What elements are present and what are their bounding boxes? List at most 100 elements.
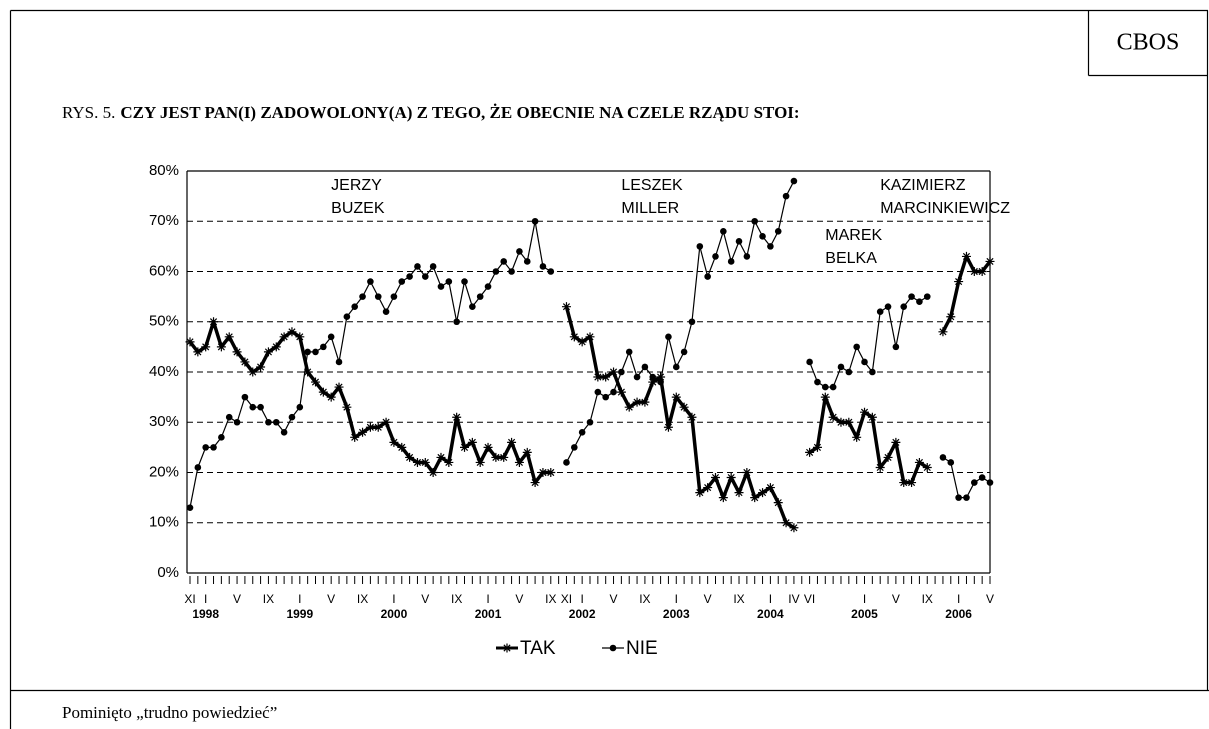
year-label: 2000 xyxy=(381,607,408,621)
marker xyxy=(774,228,782,235)
frame xyxy=(9,9,1209,729)
marker xyxy=(922,462,932,472)
marker xyxy=(641,363,649,371)
marker xyxy=(907,478,917,488)
marker xyxy=(836,417,846,427)
marker xyxy=(712,253,719,260)
marker xyxy=(971,479,978,486)
marker xyxy=(445,278,453,285)
marker xyxy=(593,372,603,382)
marker xyxy=(821,383,829,391)
marker xyxy=(522,447,532,457)
marker xyxy=(695,488,705,498)
marker xyxy=(280,429,288,436)
x-tick-label: I xyxy=(298,592,301,606)
x-tick-label: IX xyxy=(357,592,368,606)
marker xyxy=(437,283,445,290)
marker xyxy=(209,317,219,327)
y-tick-label: 30% xyxy=(149,413,179,430)
marker xyxy=(718,493,728,503)
marker xyxy=(508,268,515,275)
marker xyxy=(577,337,587,347)
marker xyxy=(853,343,860,351)
marker xyxy=(318,387,328,397)
marker xyxy=(624,402,634,412)
marker xyxy=(218,434,225,441)
marker xyxy=(483,442,493,452)
marker xyxy=(240,357,250,367)
x-tick-label: V xyxy=(986,592,994,606)
marker xyxy=(202,444,209,451)
marker xyxy=(665,333,672,341)
year-label: 2001 xyxy=(475,607,502,621)
marker xyxy=(852,432,862,442)
x-tick-label: I xyxy=(769,592,772,606)
marker xyxy=(390,293,398,300)
marker xyxy=(978,474,986,481)
marker xyxy=(326,392,336,402)
marker xyxy=(750,493,760,503)
marker xyxy=(814,378,821,386)
x-tick-label: VI xyxy=(804,592,815,606)
badge: CBOS xyxy=(1117,30,1180,56)
marker xyxy=(954,277,964,287)
marker xyxy=(381,417,391,427)
series xyxy=(185,251,995,533)
marker xyxy=(476,293,484,300)
marker xyxy=(861,358,868,366)
marker xyxy=(969,267,979,276)
marker xyxy=(916,298,923,305)
marker xyxy=(304,348,311,356)
marker xyxy=(279,332,289,342)
marker xyxy=(288,413,296,421)
marker xyxy=(248,367,258,377)
x-tick-label: V xyxy=(327,592,335,606)
marker xyxy=(961,251,971,261)
series-line xyxy=(941,254,992,333)
x-tick-label: I xyxy=(580,592,583,606)
marker xyxy=(507,437,517,447)
marker xyxy=(469,303,476,310)
marker xyxy=(241,393,249,401)
marker xyxy=(516,248,523,255)
marker xyxy=(342,402,352,412)
marker xyxy=(452,412,462,422)
annotation: MILLER xyxy=(621,200,679,217)
figure-label: RYS. 5. xyxy=(62,103,115,122)
marker xyxy=(610,388,617,396)
marker xyxy=(884,303,892,310)
marker xyxy=(710,473,720,483)
marker xyxy=(467,437,477,447)
year-label: 2003 xyxy=(663,607,690,621)
marker xyxy=(358,427,368,437)
legend-label: NIE xyxy=(626,638,658,659)
marker xyxy=(743,253,751,260)
marker xyxy=(232,347,242,357)
x-tick-label: IX xyxy=(733,592,744,606)
marker xyxy=(500,258,508,265)
title: CZY JEST PAN(I) ZADOWOLONY(A) Z TEGO, ŻE… xyxy=(120,103,799,122)
marker xyxy=(351,303,359,310)
marker xyxy=(837,363,845,371)
x-tick-label: V xyxy=(233,592,241,606)
figure-title: RYS. 5. CZY JEST PAN(I) ZADOWOLONY(A) Z T… xyxy=(62,103,800,122)
marker xyxy=(491,452,501,462)
marker xyxy=(869,368,876,376)
annotation: BELKA xyxy=(825,250,877,267)
marker xyxy=(883,452,893,462)
marker xyxy=(735,238,743,245)
marker xyxy=(414,263,421,270)
footnote: Pominięto „trudno powiedzieć” xyxy=(62,703,277,722)
year-label: 2002 xyxy=(569,607,596,621)
marker xyxy=(985,256,995,266)
marker xyxy=(899,478,909,488)
marker xyxy=(405,452,415,462)
marker xyxy=(502,643,512,653)
x-tick-label: V xyxy=(610,592,618,606)
marker xyxy=(977,267,987,276)
x-tick-label: V xyxy=(892,592,900,606)
marker xyxy=(891,437,901,447)
marker xyxy=(586,418,594,426)
marker xyxy=(571,444,578,451)
marker xyxy=(272,418,280,426)
